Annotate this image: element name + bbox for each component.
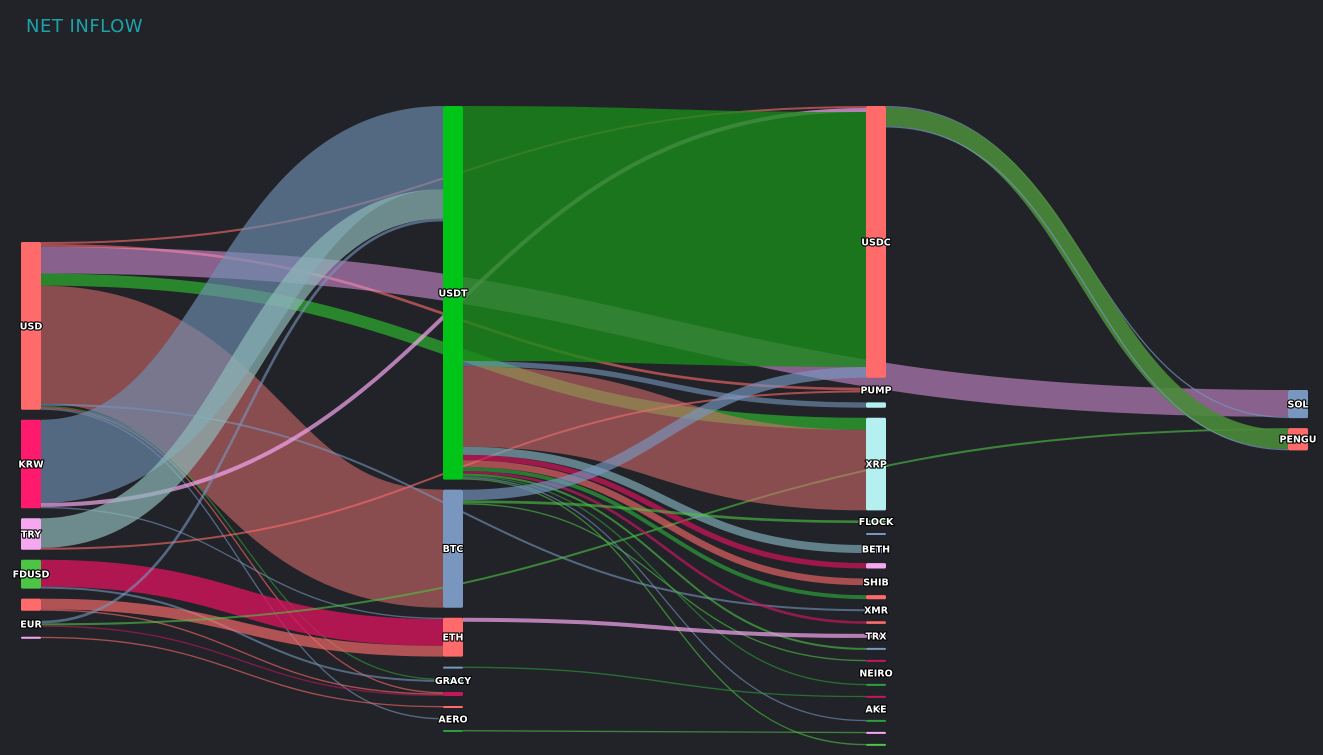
link-usdt-t3 bbox=[462, 360, 867, 408]
link-usdt-beth bbox=[462, 446, 867, 554]
node-label-xmr: XMR bbox=[864, 606, 889, 617]
node-t3[interactable] bbox=[866, 402, 886, 408]
link-eur-m6 bbox=[40, 625, 444, 697]
node-xmr[interactable] bbox=[866, 609, 886, 612]
node-pengu[interactable] bbox=[1288, 428, 1308, 451]
node-usdt[interactable] bbox=[443, 106, 463, 480]
node-trx[interactable] bbox=[866, 633, 886, 638]
node-label-usdt: USDT bbox=[439, 288, 468, 299]
node-label-usdc: USDC bbox=[861, 237, 890, 248]
node-label-aero: AERO bbox=[438, 715, 467, 726]
chart-title: NET INFLOW bbox=[26, 16, 144, 37]
node-label-try: TRY bbox=[21, 530, 41, 541]
link-usdt-t12 bbox=[462, 470, 867, 624]
link-usdt-shib bbox=[462, 460, 867, 586]
node-t6[interactable] bbox=[866, 533, 886, 536]
node-xrp[interactable] bbox=[866, 417, 886, 511]
link-eur-usdt bbox=[40, 218, 444, 624]
node-label-shib: SHIB bbox=[863, 577, 889, 588]
link-usdc-pengu bbox=[885, 107, 1289, 449]
node-src5[interactable] bbox=[21, 598, 41, 611]
node-label-trx: TRX bbox=[865, 631, 887, 642]
node-try[interactable] bbox=[21, 518, 41, 550]
link-m4-t18 bbox=[462, 666, 867, 698]
node-pump[interactable] bbox=[866, 387, 886, 393]
link-try-usdt bbox=[40, 189, 444, 548]
node-usdc[interactable] bbox=[866, 106, 886, 378]
link-src7-m7 bbox=[40, 636, 444, 708]
node-btc[interactable] bbox=[443, 489, 463, 608]
link-src5-eth bbox=[40, 598, 444, 657]
link-krw-usdt bbox=[39, 106, 445, 503]
node-label-btc: BTC bbox=[443, 544, 464, 555]
link-fdusd-gracy bbox=[40, 586, 444, 683]
link-btc-flock bbox=[462, 500, 867, 524]
node-m7[interactable] bbox=[443, 706, 463, 709]
node-label-neiro: NEIRO bbox=[859, 668, 892, 679]
node-t8[interactable] bbox=[866, 563, 886, 569]
node-label-pengu: PENGU bbox=[1280, 435, 1317, 446]
link-eth-trx bbox=[462, 617, 867, 638]
node-t21[interactable] bbox=[866, 731, 886, 734]
link-src5-m6 bbox=[40, 609, 444, 695]
node-eth[interactable] bbox=[443, 617, 463, 657]
node-beth[interactable] bbox=[866, 545, 886, 554]
link-btc-t15 bbox=[462, 503, 867, 662]
node-src7[interactable] bbox=[21, 636, 41, 639]
node-m4[interactable] bbox=[443, 666, 463, 669]
sankey-links bbox=[39, 105, 1289, 746]
node-label-krw: KRW bbox=[18, 460, 44, 471]
node-ake[interactable] bbox=[866, 707, 886, 710]
link-usd-btc bbox=[39, 285, 445, 608]
node-t10[interactable] bbox=[866, 595, 886, 600]
node-fdusd[interactable] bbox=[21, 559, 41, 589]
node-label-usd: USD bbox=[20, 321, 43, 332]
node-t17[interactable] bbox=[866, 683, 886, 686]
node-shib[interactable] bbox=[866, 578, 886, 586]
node-m9[interactable] bbox=[443, 730, 463, 733]
node-t12[interactable] bbox=[866, 621, 886, 624]
node-krw[interactable] bbox=[21, 419, 41, 509]
node-label-beth: BETH bbox=[862, 545, 890, 556]
link-eur-pengu bbox=[40, 428, 1289, 626]
node-flock[interactable] bbox=[866, 520, 886, 524]
node-neiro[interactable] bbox=[866, 671, 886, 674]
node-label-fdusd: FDUSD bbox=[13, 570, 50, 581]
node-label-eth: ETH bbox=[443, 633, 464, 644]
node-t14[interactable] bbox=[866, 647, 886, 650]
node-t18[interactable] bbox=[866, 695, 886, 698]
sankey-labels: USD KRW TRY FDUSD EUR USDT BTC ETH GRACY AERO USDC… bbox=[11, 236, 1317, 726]
node-aero[interactable] bbox=[443, 718, 463, 721]
node-t15[interactable] bbox=[866, 659, 886, 662]
node-label-sol: SOL bbox=[1288, 400, 1309, 411]
node-label-pump: PUMP bbox=[860, 386, 891, 397]
link-usdt-t10 bbox=[462, 466, 867, 600]
node-sol[interactable] bbox=[1288, 390, 1308, 419]
node-label-eur: EUR bbox=[20, 619, 42, 630]
node-label-xrp: XRP bbox=[865, 460, 887, 471]
link-btc-usdc bbox=[462, 366, 867, 501]
node-label-gracy: GRACY bbox=[435, 676, 471, 687]
node-m6[interactable] bbox=[443, 692, 463, 697]
link-usdc-pengu bbox=[885, 126, 1289, 451]
node-gracy[interactable] bbox=[443, 678, 463, 683]
node-label-ake: AKE bbox=[865, 704, 886, 715]
node-t22[interactable] bbox=[866, 743, 886, 746]
node-usd[interactable] bbox=[21, 242, 41, 410]
node-label-flock: FLOCK bbox=[859, 517, 894, 528]
node-eur[interactable] bbox=[21, 620, 41, 627]
link-fdusd-eth bbox=[40, 559, 444, 646]
link-m9-t21 bbox=[462, 730, 867, 734]
sankey-nodes bbox=[21, 106, 1308, 746]
node-t20[interactable] bbox=[866, 719, 886, 722]
link-usdt-usdc bbox=[462, 105, 867, 367]
